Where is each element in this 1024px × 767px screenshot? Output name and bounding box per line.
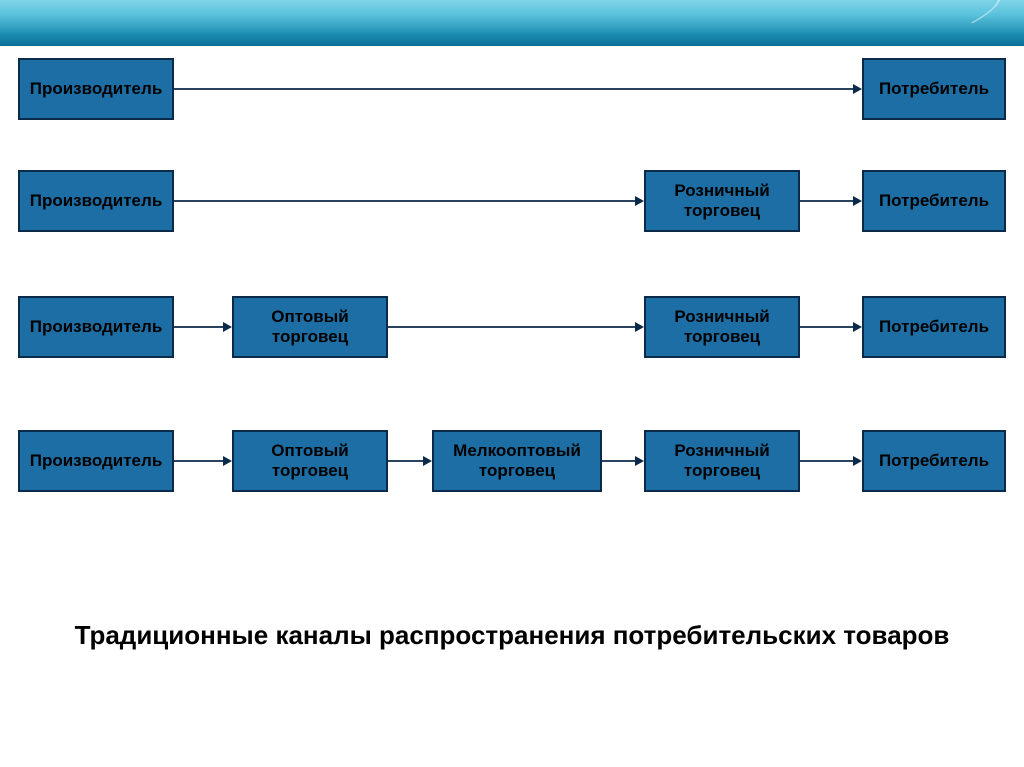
node-r4-wholesaler: Оптовый торговец [232, 430, 388, 492]
node-r4-retailer: Розничный торговец [644, 430, 800, 492]
node-r3-wholesaler: Оптовый торговец [232, 296, 388, 358]
node-label: Оптовый торговец [234, 307, 386, 346]
header-decorative-band [0, 0, 1024, 46]
arrowhead-icon [635, 322, 644, 332]
arrowhead-icon [853, 322, 862, 332]
node-r1-consumer: Потребитель [862, 58, 1006, 120]
node-r4-producer: Производитель [18, 430, 174, 492]
node-label: Потребитель [879, 191, 989, 211]
node-label: Потребитель [879, 79, 989, 99]
node-label: Розничный торговец [646, 181, 798, 220]
arrowhead-icon [853, 456, 862, 466]
node-r4-consumer: Потребитель [862, 430, 1006, 492]
node-label: Мелкооптовый торговец [434, 441, 600, 480]
arrowhead-icon [223, 322, 232, 332]
node-r2-producer: Производитель [18, 170, 174, 232]
node-r3-consumer: Потребитель [862, 296, 1006, 358]
arrowhead-icon [635, 196, 644, 206]
node-label: Оптовый торговец [234, 441, 386, 480]
arrowhead-icon [423, 456, 432, 466]
node-label: Производитель [30, 317, 163, 337]
node-r2-consumer: Потребитель [862, 170, 1006, 232]
node-r2-retailer: Розничный торговец [644, 170, 800, 232]
slide-title: Традиционные каналы распространения потр… [0, 620, 1024, 651]
node-label: Производитель [30, 191, 163, 211]
arrowhead-icon [853, 196, 862, 206]
node-label: Производитель [30, 451, 163, 471]
node-r1-producer: Производитель [18, 58, 174, 120]
slide-canvas: Производитель Потребитель Производитель Роз… [0, 0, 1024, 767]
node-label: Потребитель [879, 451, 989, 471]
node-label: Розничный торговец [646, 307, 798, 346]
node-r3-producer: Производитель [18, 296, 174, 358]
node-label: Потребитель [879, 317, 989, 337]
node-r4-small-wholesaler: Мелкооптовый торговец [432, 430, 602, 492]
arrowhead-icon [635, 456, 644, 466]
node-r3-retailer: Розничный торговец [644, 296, 800, 358]
node-label: Розничный торговец [646, 441, 798, 480]
node-label: Производитель [30, 79, 163, 99]
arrowhead-icon [223, 456, 232, 466]
